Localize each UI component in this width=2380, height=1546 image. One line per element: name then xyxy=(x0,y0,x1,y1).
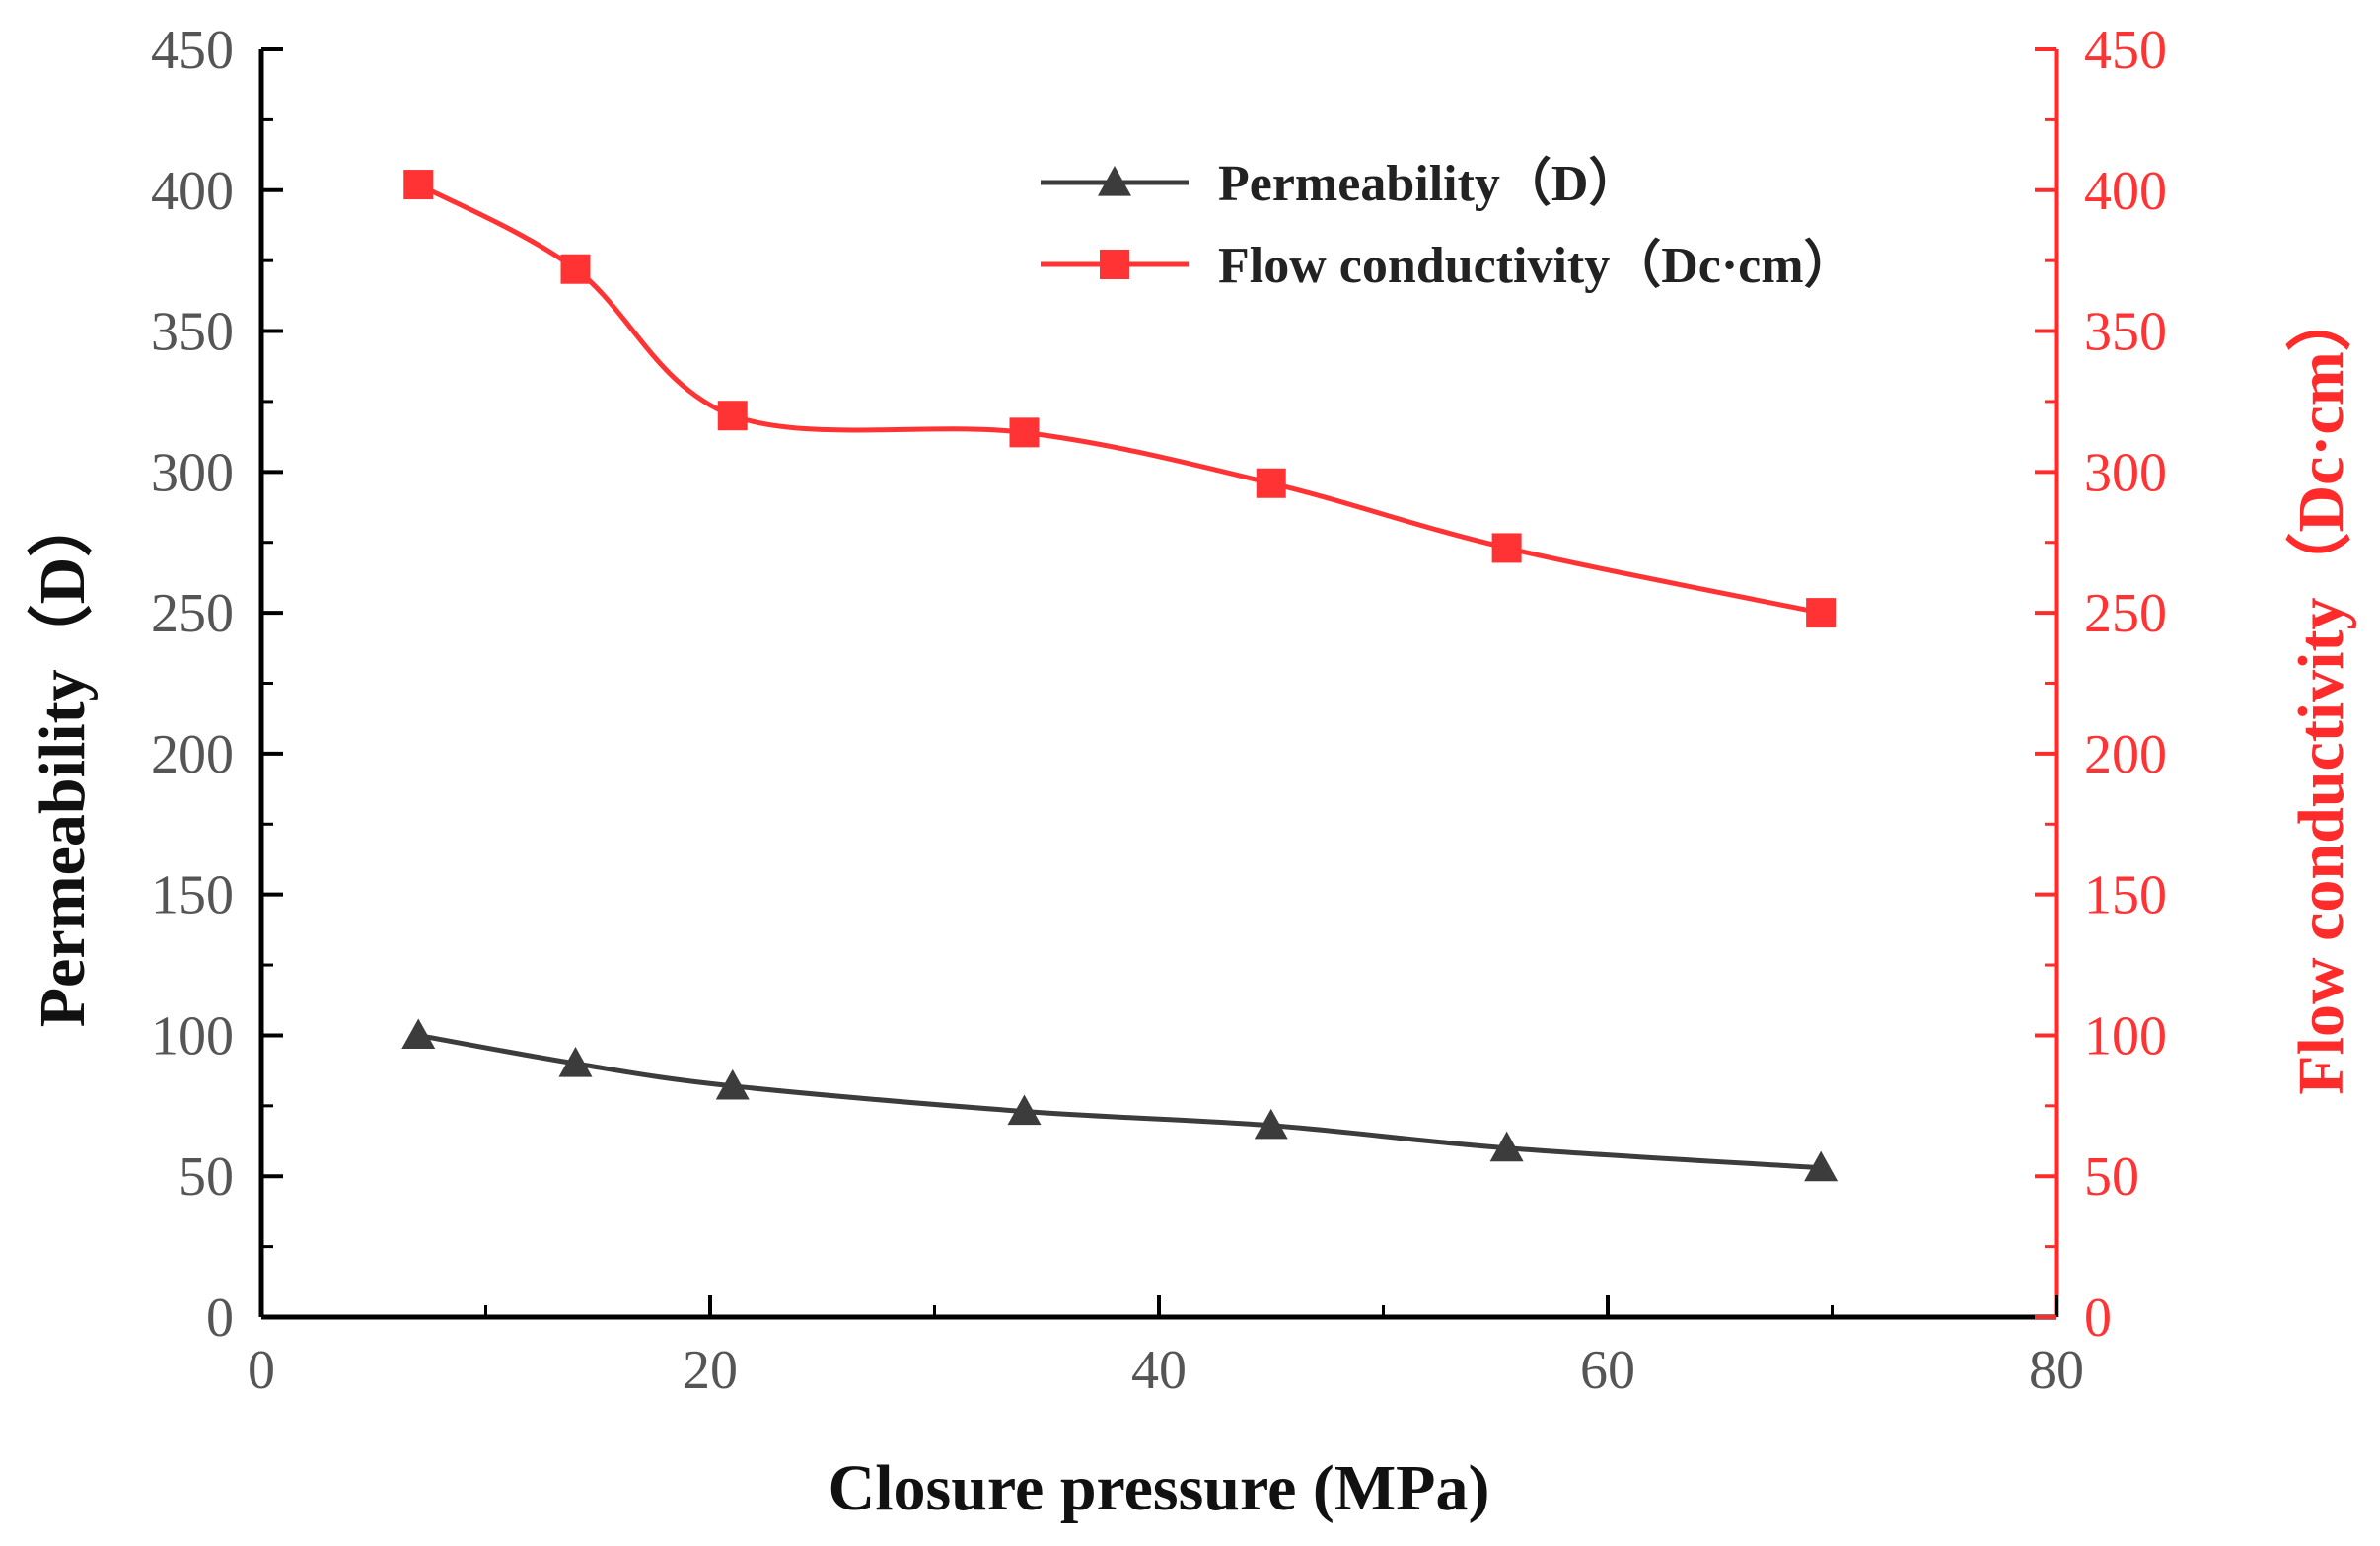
left-y-tick-label: 100 xyxy=(151,1005,234,1067)
series-layer xyxy=(401,170,1839,1182)
flow-conductivity-point xyxy=(1806,598,1837,628)
right-y-tick-label: 400 xyxy=(2084,161,2167,222)
left-y-tick-label: 50 xyxy=(179,1146,234,1208)
right-y-tick-label: 50 xyxy=(2084,1146,2139,1208)
axes-layer: 0 20 40 60 800501001502002503003504004500501… xyxy=(151,20,2167,1401)
flow-conductivity-point xyxy=(1256,468,1286,498)
right-y-tick-label: 0 xyxy=(2084,1288,2112,1349)
legend-flow-conductivity-marker xyxy=(1100,250,1129,279)
left-y-tick-label: 200 xyxy=(151,724,234,785)
legend-permeability-marker xyxy=(1098,166,1131,196)
permeability-point xyxy=(1804,1150,1839,1182)
flow-conductivity-point xyxy=(560,254,591,284)
left-y-tick-label: 150 xyxy=(151,865,234,926)
right-y-axis-title: Flow conductivity（Dc·cm） xyxy=(2284,286,2357,1094)
left-y-tick-label: 300 xyxy=(151,442,234,503)
flow-conductivity-point xyxy=(717,401,748,431)
x-tick-label: 40 xyxy=(1131,1340,1187,1401)
left-y-tick-label: 0 xyxy=(206,1288,234,1349)
x-tick-label: 80 xyxy=(2029,1340,2084,1401)
left-y-tick-label: 450 xyxy=(151,20,234,81)
axis-titles: Closure pressure (MPa) Permeability（D） F… xyxy=(26,286,2357,1524)
permeability-point xyxy=(401,1018,436,1050)
legend: Permeability（D） Flow conductivity（Dc·cm） xyxy=(1041,155,1855,294)
right-y-tick-label: 150 xyxy=(2084,865,2167,926)
flow-conductivity-point xyxy=(403,170,434,200)
right-y-tick-label: 450 xyxy=(2084,20,2167,81)
legend-permeability-label: Permeability（D） xyxy=(1218,155,1639,212)
right-y-tick-label: 250 xyxy=(2084,583,2167,644)
x-axis-title: Closure pressure (MPa) xyxy=(829,1452,1490,1524)
right-y-tick-label: 350 xyxy=(2084,302,2167,363)
permeability-point xyxy=(1007,1094,1042,1126)
permeability-point xyxy=(1254,1108,1288,1140)
left-y-tick-label: 350 xyxy=(151,302,234,363)
x-tick-label: 60 xyxy=(1580,1340,1635,1401)
flow-conductivity-point xyxy=(1491,533,1522,563)
legend-flow-conductivity-label: Flow conductivity（Dc·cm） xyxy=(1218,237,1855,294)
flow-conductivity-point xyxy=(1009,417,1040,448)
permeability-point xyxy=(715,1068,750,1100)
x-tick-label: 0 xyxy=(248,1340,275,1401)
permeability-point xyxy=(558,1047,593,1077)
right-y-tick-label: 200 xyxy=(2084,724,2167,785)
left-y-tick-label: 400 xyxy=(151,161,234,222)
x-tick-label: 20 xyxy=(683,1340,738,1401)
right-y-tick-label: 100 xyxy=(2084,1005,2167,1067)
left-y-axis-title: Permeability（D） xyxy=(26,492,99,1028)
left-y-tick-label: 250 xyxy=(151,583,234,644)
permeability-line xyxy=(417,1032,1822,1171)
permeability-point xyxy=(1489,1131,1524,1162)
right-y-tick-label: 300 xyxy=(2084,442,2167,503)
